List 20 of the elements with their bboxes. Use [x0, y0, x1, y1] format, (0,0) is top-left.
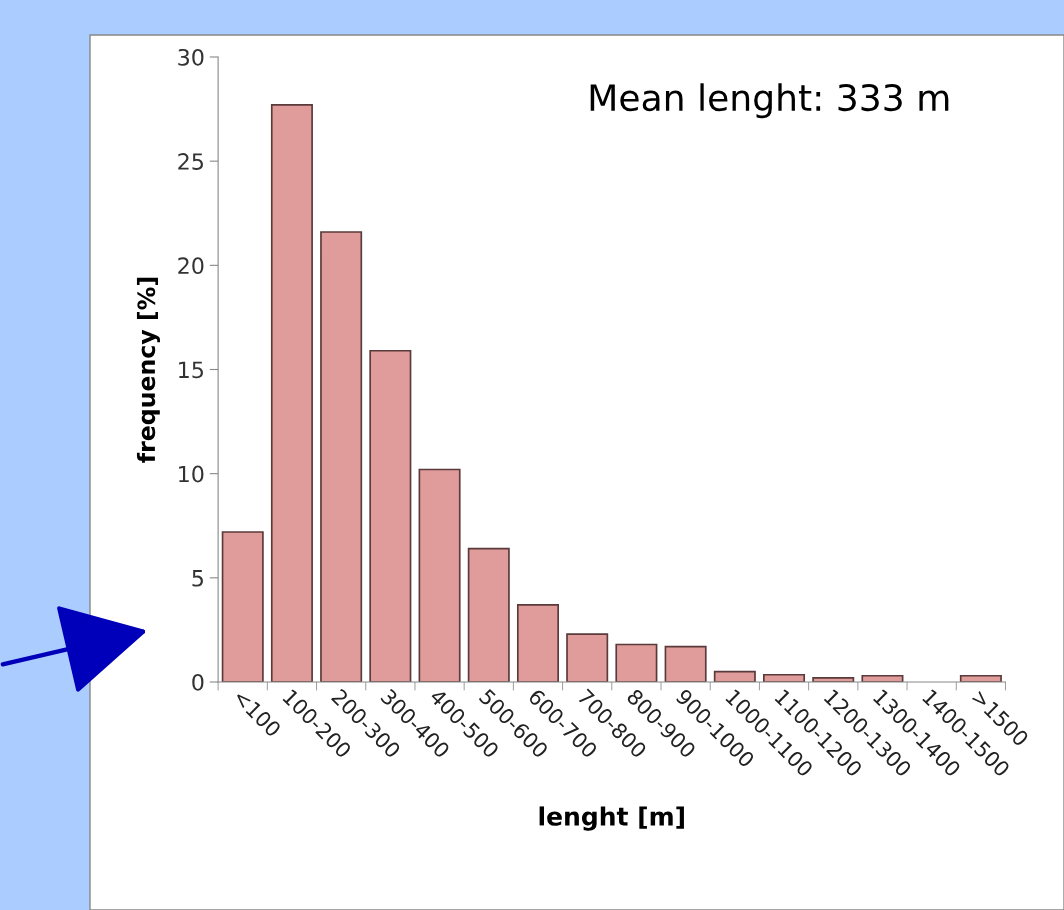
x-axis-title: lenght [m] [539, 806, 684, 831]
bar [369, 349, 412, 682]
bar [467, 547, 510, 682]
y-tick-label: 30 [178, 48, 204, 66]
y-tick-label: 25 [178, 153, 203, 170]
bar [516, 604, 559, 682]
y-axis-title: frequency [%] [136, 277, 160, 463]
y-tick-label: 10 [179, 465, 204, 483]
y-tick-label: 5 [192, 570, 203, 587]
bar [664, 645, 707, 682]
y-tick-label: 20 [178, 257, 204, 275]
bar [566, 633, 609, 682]
y-tick-label: 15 [179, 361, 203, 379]
bar [270, 104, 313, 682]
bar [418, 468, 461, 682]
bar [320, 231, 363, 682]
bar [221, 531, 264, 682]
y-tick-label: 0 [192, 673, 204, 691]
bar [615, 643, 658, 682]
annotation: Mean lenght: 333 m [590, 83, 949, 119]
